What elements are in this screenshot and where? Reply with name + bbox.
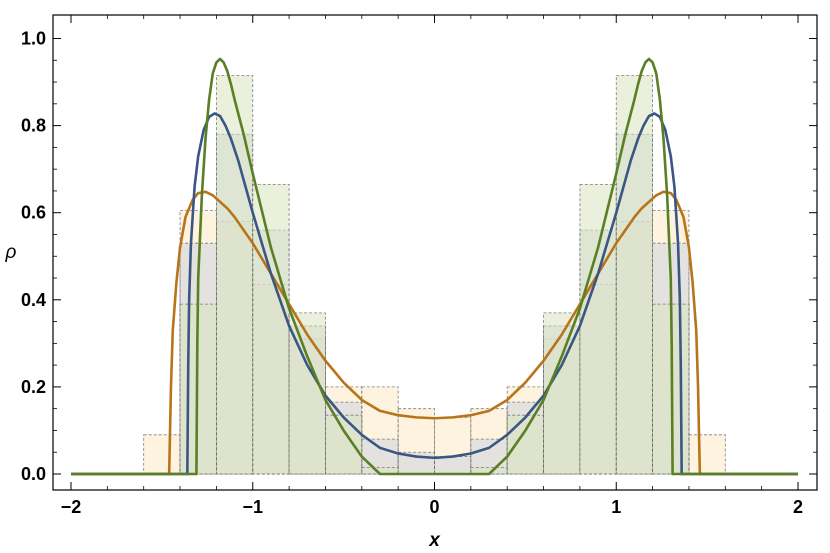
density-curve-1 — [71, 190, 798, 476]
y-tick-label: 0.4 — [21, 290, 46, 310]
x-tick-label: 2 — [793, 497, 803, 517]
density-curve-3 — [71, 57, 798, 476]
y-tick-label: 0.6 — [21, 203, 46, 223]
x-tick-label: 1 — [611, 497, 621, 517]
histogram-3-bar — [215, 75, 254, 475]
curve-layer — [71, 57, 798, 476]
histogram-1-bar — [143, 434, 181, 475]
y-tick-label: 0.8 — [21, 116, 46, 136]
x-tick-label: 0 — [429, 497, 439, 517]
x-tick-label: −1 — [242, 497, 263, 517]
axes-layer: −2 −1 0 1 2 0.0 0.2 0.4 0.6 0.8 1.0 — [21, 14, 818, 517]
x-tick-label: −2 — [61, 497, 82, 517]
y-axis-label: ρ — [5, 242, 17, 263]
histogram-3-bar — [325, 414, 363, 475]
histogram-layer — [143, 75, 726, 475]
density-curve-2 — [71, 112, 798, 476]
histogram-1-bar — [688, 434, 726, 475]
y-tick-label: 0.2 — [21, 377, 46, 397]
histogram-3-bar — [615, 75, 653, 475]
histogram-2-bar — [434, 456, 472, 475]
histogram-3-bar — [506, 414, 544, 475]
y-tick-label: 0.0 — [21, 464, 46, 484]
x-axis-label: x — [428, 530, 441, 551]
y-tick-label: 1.0 — [21, 29, 46, 49]
